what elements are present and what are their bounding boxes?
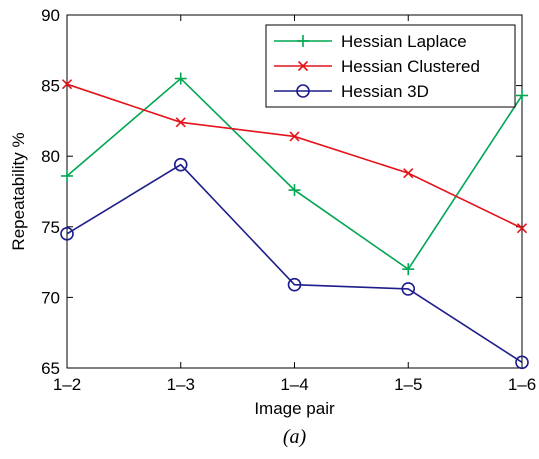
x-tick-label: 1–5 xyxy=(394,375,422,394)
legend-label: Hessian 3D xyxy=(341,82,429,101)
series-1 xyxy=(61,79,528,234)
x-axis-label: Image pair xyxy=(254,399,335,418)
legend: Hessian Laplace Hessian Clustered Hessian … xyxy=(265,24,516,108)
data-point xyxy=(175,117,186,128)
legend-marker xyxy=(297,35,309,47)
legend-marker xyxy=(297,60,309,72)
y-axis-label: Repeatability % xyxy=(9,132,28,250)
x-tick-label: 1–2 xyxy=(53,375,81,394)
y-tick-label: 90 xyxy=(41,6,60,25)
x-tick-label: 1–4 xyxy=(280,375,308,394)
x-axis: 1–2 1–3 1–4 1–5 1–6 xyxy=(53,15,536,394)
data-point xyxy=(174,72,187,85)
series-layer xyxy=(60,72,529,370)
data-point xyxy=(401,282,416,296)
series-0 xyxy=(61,72,528,276)
y-tick-label: 80 xyxy=(41,147,60,166)
legend-marker xyxy=(296,84,310,98)
y-tick-label: 75 xyxy=(41,218,60,237)
data-point xyxy=(287,277,302,292)
series-2 xyxy=(60,157,529,370)
y-tick-label: 85 xyxy=(41,77,60,96)
legend-entry: Hessian Laplace xyxy=(274,32,467,51)
data-point xyxy=(60,227,74,241)
legend-label: Hessian Clustered xyxy=(341,57,480,76)
figure-caption: (a) xyxy=(283,426,307,448)
data-point xyxy=(61,79,73,90)
data-point xyxy=(516,223,528,234)
data-point xyxy=(288,184,301,197)
legend-label: Hessian Laplace xyxy=(341,32,467,51)
data-point xyxy=(61,169,73,182)
y-tick-label: 70 xyxy=(41,288,60,307)
x-tick-label: 1–3 xyxy=(167,375,195,394)
x-tick-label: 1–6 xyxy=(508,375,536,394)
data-point xyxy=(403,168,414,179)
data-point xyxy=(515,355,529,370)
plot-area: 65 70 75 80 85 90 1–2 1–3 1–4 1–5 1–6 xyxy=(41,6,536,394)
legend-entry: Hessian 3D xyxy=(274,82,429,101)
data-point xyxy=(402,263,415,276)
series-line xyxy=(66,163,523,364)
data-point xyxy=(516,89,528,102)
data-point xyxy=(173,157,188,172)
legend-entry: Hessian Clustered xyxy=(274,57,480,76)
data-point xyxy=(289,131,300,142)
y-tick-label: 65 xyxy=(41,359,60,378)
y-axis: 65 70 75 80 85 90 xyxy=(41,6,522,378)
